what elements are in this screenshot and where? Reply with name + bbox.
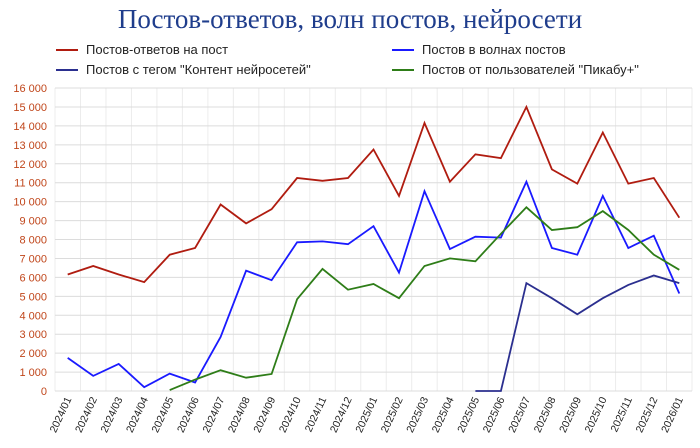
legend-item-waves: Постов в волнах постов xyxy=(392,42,566,57)
y-tick-label: 15 000 xyxy=(13,102,47,114)
legend-label: Постов от пользователей "Пикабу+" xyxy=(422,62,639,77)
y-tick-label: 13 000 xyxy=(13,140,47,152)
x-tick-label: 2024/11 xyxy=(303,395,330,434)
x-tick-label: 2025/07 xyxy=(506,395,533,435)
x-tick-label: 2024/08 xyxy=(226,395,253,435)
x-tick-label: 2024/12 xyxy=(328,395,355,435)
x-tick-label: 2025/08 xyxy=(532,395,559,435)
x-tick-label: 2024/03 xyxy=(98,395,125,435)
x-tick-label: 2025/03 xyxy=(404,395,431,435)
y-tick-label: 16 000 xyxy=(13,83,47,95)
x-tick-label: 2024/04 xyxy=(124,395,151,435)
legend-label: Постов-ответов на пост xyxy=(86,42,229,57)
x-tick-label: 2024/02 xyxy=(73,395,100,435)
legend-label: Постов в волнах постов xyxy=(422,42,566,57)
x-tick-label: 2024/01 xyxy=(48,395,75,435)
y-tick-label: 2 000 xyxy=(19,348,47,360)
legend-item-ai: Постов с тегом "Контент нейросетей" xyxy=(56,62,311,77)
y-tick-label: 7 000 xyxy=(19,253,47,265)
x-tick-label: 2025/12 xyxy=(634,395,661,435)
x-tick-label: 2024/05 xyxy=(149,395,176,435)
x-tick-label: 2024/07 xyxy=(200,395,227,435)
x-tick-label: 2025/04 xyxy=(430,395,457,435)
x-tick-label: 2025/05 xyxy=(455,395,482,435)
y-tick-label: 6 000 xyxy=(19,272,47,284)
x-tick-label: 2024/09 xyxy=(251,395,278,435)
y-tick-label: 0 xyxy=(41,386,47,398)
legend-swatch xyxy=(56,48,78,51)
x-tick-label: 2024/06 xyxy=(175,395,202,435)
legend-swatch xyxy=(392,48,414,51)
legend-item-replies: Постов-ответов на пост xyxy=(56,42,228,57)
legend-item-pikabu-plus: Постов от пользователей "Пикабу+" xyxy=(392,62,639,77)
y-tick-label: 12 000 xyxy=(13,159,47,171)
y-tick-label: 4 000 xyxy=(19,310,47,322)
legend-label: Постов с тегом "Контент нейросетей" xyxy=(86,62,311,77)
legend-swatch xyxy=(56,68,78,71)
x-tick-label: 2025/01 xyxy=(353,395,380,435)
y-tick-label: 10 000 xyxy=(13,197,47,209)
y-tick-label: 1 000 xyxy=(19,367,47,379)
y-tick-label: 5 000 xyxy=(19,291,47,303)
x-tick-label: 2025/11 xyxy=(608,395,635,434)
y-tick-label: 11 000 xyxy=(14,178,47,190)
x-tick-label: 2026/01 xyxy=(659,395,686,435)
y-tick-label: 8 000 xyxy=(19,235,47,247)
y-tick-label: 14 000 xyxy=(13,121,47,133)
x-tick-label: 2024/10 xyxy=(277,395,304,435)
chart-title: Постов-ответов, волн постов, нейросети xyxy=(117,4,583,34)
x-tick-label: 2025/09 xyxy=(557,395,584,435)
series-line-0 xyxy=(67,104,681,284)
y-tick-label: 3 000 xyxy=(19,329,47,341)
x-tick-label: 2025/10 xyxy=(583,395,610,435)
x-tick-label: 2025/06 xyxy=(481,395,508,435)
y-tick-label: 9 000 xyxy=(19,216,47,228)
series-line-2 xyxy=(475,274,680,392)
x-tick-label: 2025/02 xyxy=(379,395,406,435)
legend-swatch xyxy=(392,68,414,71)
